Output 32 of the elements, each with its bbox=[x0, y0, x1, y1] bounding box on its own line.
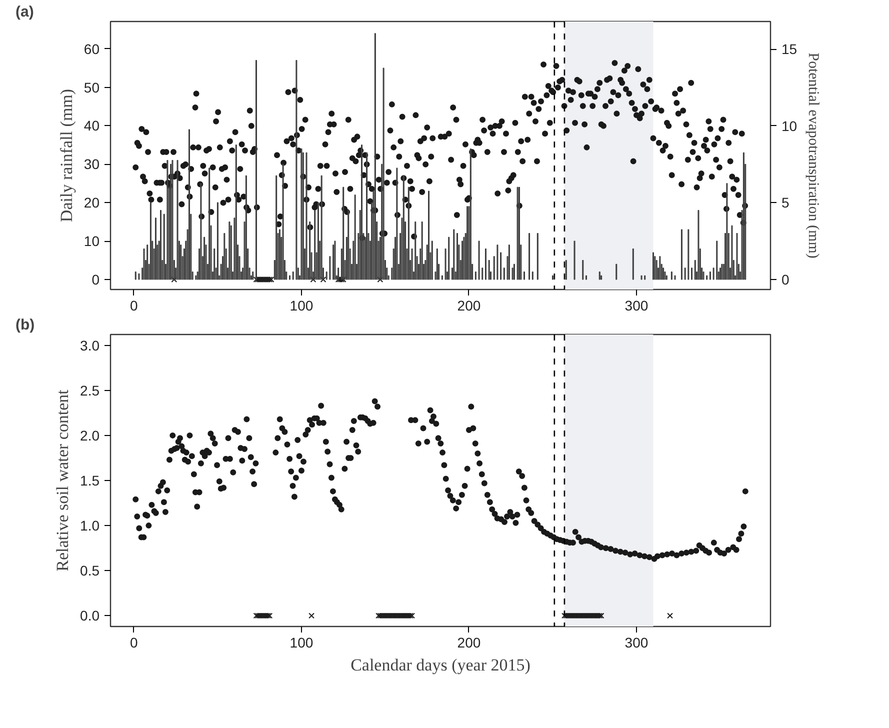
y2-axis-title: Potential evapotranspiration (mm) bbox=[805, 52, 822, 258]
x-tick-label: 0 bbox=[130, 298, 138, 314]
x-tick-label: 200 bbox=[457, 634, 481, 650]
y-tick-label: 0.0 bbox=[80, 608, 100, 624]
x-axis-title: Calendar days (year 2015) bbox=[350, 656, 530, 674]
y-tick-label: 2.5 bbox=[80, 382, 100, 398]
y-tick-label: 30 bbox=[84, 156, 100, 172]
y-axis-title: Daily rainfall (mm) bbox=[56, 88, 76, 222]
x-tick-label: 200 bbox=[457, 298, 481, 314]
y-tick-label: 50 bbox=[84, 79, 100, 96]
y-tick-label: 0.5 bbox=[80, 562, 100, 579]
x-tick-label: 300 bbox=[624, 634, 648, 650]
y-tick-label: 2.0 bbox=[80, 427, 100, 444]
y-tick-label: 1.0 bbox=[80, 518, 100, 534]
y-tick-label: 1.5 bbox=[80, 472, 100, 488]
y-tick-label: 40 bbox=[84, 118, 100, 134]
y2-tick-label: 5 bbox=[782, 194, 790, 211]
y-tick-label: 20 bbox=[84, 194, 100, 211]
y2-tick-label: 0 bbox=[782, 272, 790, 288]
x-tick-label: 300 bbox=[624, 298, 648, 314]
x-tick-label: 100 bbox=[290, 634, 314, 650]
x-tick-label: 0 bbox=[130, 634, 138, 650]
y-tick-label: 60 bbox=[84, 40, 100, 57]
x-tick-label: 100 bbox=[290, 298, 314, 314]
y2-tick-label: 10 bbox=[782, 118, 798, 134]
y-tick-label: 0 bbox=[92, 272, 100, 288]
y-tick-label: 3.0 bbox=[80, 337, 100, 354]
y2-tick-label: 15 bbox=[782, 41, 798, 58]
text: (a) bbox=[16, 4, 34, 20]
text: (b) bbox=[16, 316, 35, 334]
y-tick-label: 10 bbox=[84, 233, 100, 250]
y-axis-title: Relative soil water content bbox=[53, 389, 72, 572]
